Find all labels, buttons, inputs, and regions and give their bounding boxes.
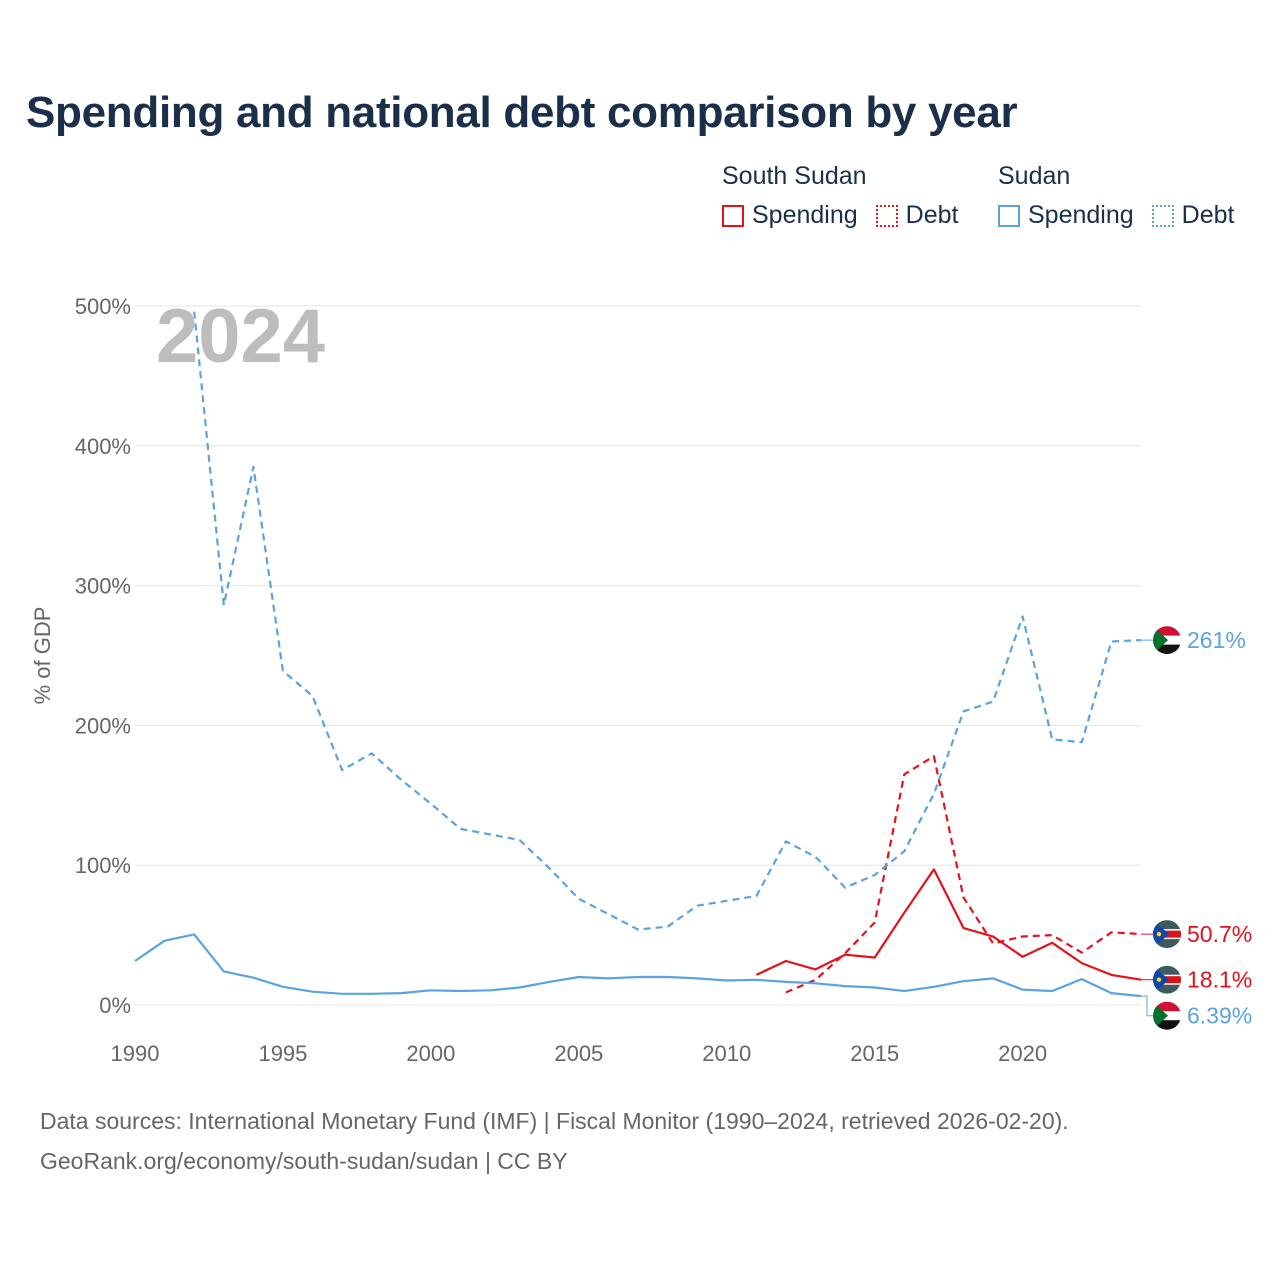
source-note: Data sources: International Monetary Fun… (40, 1108, 1069, 1134)
y-tick-label: 500% (75, 294, 131, 319)
legend-item-south-sudan-debt[interactable]: Debt (875, 201, 959, 230)
y-tick-label: 200% (75, 713, 131, 738)
legend-item-south-sudan-spending[interactable]: Spending (722, 201, 858, 230)
y-tick-label: 400% (75, 434, 131, 459)
legend-item-label: Spending (1028, 201, 1134, 229)
y-tick-label: 300% (75, 574, 131, 599)
x-tick-label: 1990 (111, 1041, 160, 1066)
series-line-south-sudan-spending[interactable] (755, 868, 1142, 981)
legend-item-label: Debt (905, 201, 959, 229)
end-value-label: 261% (1187, 627, 1246, 653)
year-watermark: 2024 (156, 294, 325, 379)
end-value-label: 6.39% (1187, 1003, 1252, 1029)
legend-swatch-solid-blue (998, 204, 1020, 227)
x-tick-label: 2020 (998, 1041, 1047, 1066)
legend-group-label: Sudan (998, 162, 1071, 190)
source-link[interactable]: GeoRank.org/economy/south-sudan/sudan | … (40, 1148, 568, 1174)
legend-swatch-dotted-red (875, 204, 898, 227)
south-sudan-flag-icon (1153, 920, 1181, 948)
end-value-label: 18.1% (1187, 967, 1252, 993)
legend-swatch-solid-red (722, 204, 744, 227)
legend-item-label: Spending (752, 201, 858, 229)
y-tick-label: 100% (75, 853, 131, 878)
x-tick-label: 1995 (258, 1041, 307, 1066)
legend-group-sudan: Sudan Spending Debt (998, 162, 1234, 230)
series-line-south-sudan-debt[interactable] (785, 755, 1142, 994)
y-tick-label: 0% (99, 993, 131, 1018)
end-label-connector (1141, 995, 1153, 1017)
series-line-sudan-debt[interactable] (193, 311, 1142, 931)
y-axis-label: % of GDP (30, 607, 55, 705)
south-sudan-flag-icon (1153, 966, 1181, 994)
x-tick-label: 2015 (850, 1041, 899, 1066)
x-tick-label: 2005 (554, 1041, 603, 1066)
legend-group-south-sudan: South Sudan Spending Debt (722, 162, 958, 230)
sudan-flag-icon (1153, 626, 1181, 655)
legend-item-label: Debt (1181, 201, 1235, 229)
x-tick-label: 2000 (406, 1041, 455, 1066)
legend-group-label: South Sudan (722, 162, 867, 190)
chart-title: Spending and national debt comparison by… (26, 88, 1018, 137)
legend-item-sudan-spending[interactable]: Spending (998, 201, 1134, 230)
legend-item-sudan-debt[interactable]: Debt (1151, 201, 1235, 230)
end-value-label: 50.7% (1187, 921, 1252, 947)
legend-swatch-dotted-blue (1151, 204, 1174, 227)
x-tick-label: 2010 (702, 1041, 751, 1066)
series-line-sudan-spending[interactable] (134, 933, 1142, 998)
sudan-flag-icon (1153, 1002, 1181, 1031)
